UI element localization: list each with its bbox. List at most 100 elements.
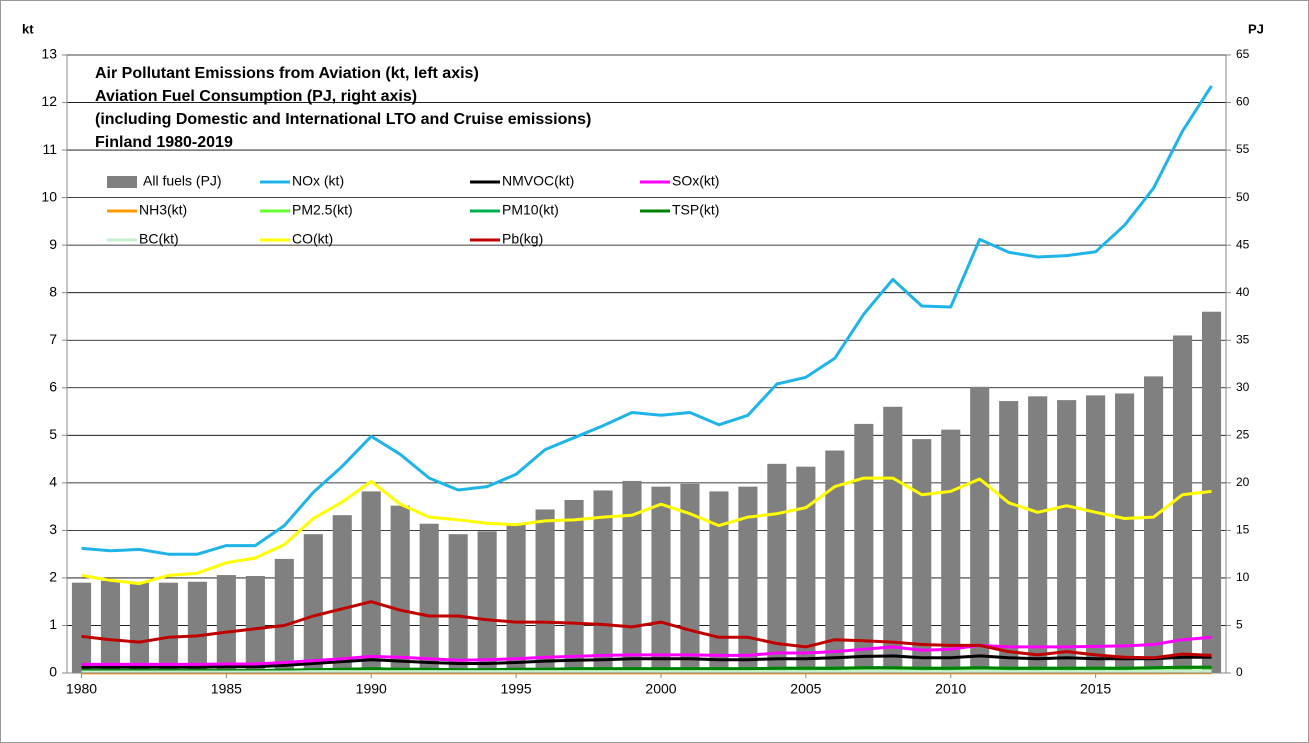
legend-label: BC(kt) — [139, 231, 179, 247]
y2-tick-label: 50 — [1236, 190, 1250, 204]
x-tick-label: 1990 — [356, 681, 387, 697]
line — [81, 654, 1212, 669]
y-tick-label: 4 — [49, 474, 57, 490]
y-tick-label: 10 — [41, 188, 57, 204]
x-tick-label: 1985 — [211, 681, 242, 697]
x-tick-label: 2015 — [1080, 681, 1111, 697]
legend-label: CO(kt) — [292, 231, 333, 247]
bar — [593, 490, 613, 673]
bar — [1115, 393, 1135, 673]
bar — [419, 523, 439, 673]
y2-tick-label: 55 — [1236, 142, 1250, 156]
y-tick-label: 0 — [49, 664, 57, 680]
bar — [1057, 400, 1077, 673]
x-tick-label: 2000 — [645, 681, 676, 697]
chart-title: Finland 1980-2019 — [95, 134, 233, 151]
bar — [854, 423, 874, 673]
legend-label: TSP(kt) — [672, 202, 719, 218]
y-tick-label: 11 — [42, 141, 57, 157]
bar — [1144, 376, 1164, 673]
bar — [71, 582, 92, 673]
legend-label: Pb(kg) — [502, 231, 543, 247]
bar — [738, 486, 758, 673]
y-tick-label: 8 — [49, 283, 57, 299]
bar — [970, 386, 990, 673]
y2-tick-label: 65 — [1236, 47, 1250, 61]
y-tick-label: 12 — [41, 93, 57, 109]
y-tick-label: 5 — [49, 426, 57, 442]
bar — [332, 515, 352, 673]
bar — [564, 499, 584, 673]
legend-swatch — [107, 176, 137, 188]
legend-label: NOx (kt) — [292, 173, 344, 189]
bar — [709, 491, 729, 673]
y2-tick-label: 0 — [1236, 665, 1243, 679]
bar — [1172, 335, 1193, 673]
line — [81, 665, 1212, 673]
legend-label: PM2.5(kt) — [292, 202, 353, 218]
y-tick-label: 9 — [49, 236, 57, 252]
bar — [883, 406, 903, 673]
line — [81, 635, 1212, 666]
y2-tick-label: 30 — [1236, 380, 1250, 394]
bar — [651, 486, 671, 673]
chart-title: Air Pollutant Emissions from Aviation (k… — [95, 65, 479, 82]
legend-label: NMVOC(kt) — [502, 173, 574, 189]
y2-tick-label: 35 — [1236, 332, 1250, 346]
bar — [390, 505, 410, 673]
bar — [158, 582, 178, 673]
y2-tick-label: 40 — [1236, 285, 1250, 299]
bar — [796, 466, 816, 673]
bar — [999, 401, 1019, 673]
bar — [274, 558, 294, 673]
bar — [1086, 395, 1106, 673]
line — [81, 669, 1212, 674]
line — [81, 85, 1213, 556]
y-tick-label: 1 — [49, 616, 57, 632]
bar — [303, 534, 323, 673]
chart-title: (including Domestic and International LT… — [95, 111, 591, 128]
x-tick-label: 2010 — [935, 681, 966, 697]
y2-tick-label: 10 — [1236, 570, 1250, 584]
legend-label: All fuels (PJ) — [143, 173, 222, 189]
y-tick-label: 6 — [49, 378, 57, 394]
bar — [448, 534, 468, 673]
legend-label: PM10(kt) — [502, 202, 559, 218]
x-tick-label: 2005 — [790, 681, 821, 697]
bar — [622, 480, 642, 673]
line — [81, 600, 1212, 660]
bar — [825, 450, 845, 673]
legend-label: SOx(kt) — [672, 173, 719, 189]
y2-tick-label: 15 — [1236, 523, 1250, 537]
y2-axis-label: PJ — [1248, 21, 1264, 36]
bar — [941, 429, 961, 673]
bar — [361, 491, 381, 673]
y-tick-label: 13 — [41, 46, 57, 62]
x-tick-label: 1980 — [66, 681, 97, 697]
y2-tick-label: 20 — [1236, 475, 1250, 489]
chart-title: Aviation Fuel Consumption (PJ, right axi… — [95, 88, 417, 105]
legend-label: NH3(kt) — [139, 202, 187, 218]
bar — [1028, 396, 1048, 673]
y-axis-label: kt — [22, 21, 34, 36]
bar — [216, 575, 236, 673]
bar — [767, 463, 787, 673]
y2-tick-label: 60 — [1236, 95, 1250, 109]
bar — [477, 531, 497, 673]
y-tick-label: 2 — [49, 569, 57, 585]
bar — [100, 580, 121, 673]
bar — [129, 582, 149, 673]
y-tick-label: 7 — [49, 331, 57, 347]
line — [81, 476, 1212, 586]
bar — [187, 581, 207, 673]
bar — [680, 483, 700, 673]
y2-tick-label: 25 — [1236, 427, 1250, 441]
y2-tick-label: 45 — [1236, 237, 1250, 251]
bar — [912, 439, 932, 673]
bar — [245, 576, 265, 673]
bar — [535, 509, 555, 673]
x-tick-label: 1995 — [501, 681, 532, 697]
y-tick-label: 3 — [49, 521, 57, 537]
y2-tick-label: 5 — [1236, 618, 1243, 632]
